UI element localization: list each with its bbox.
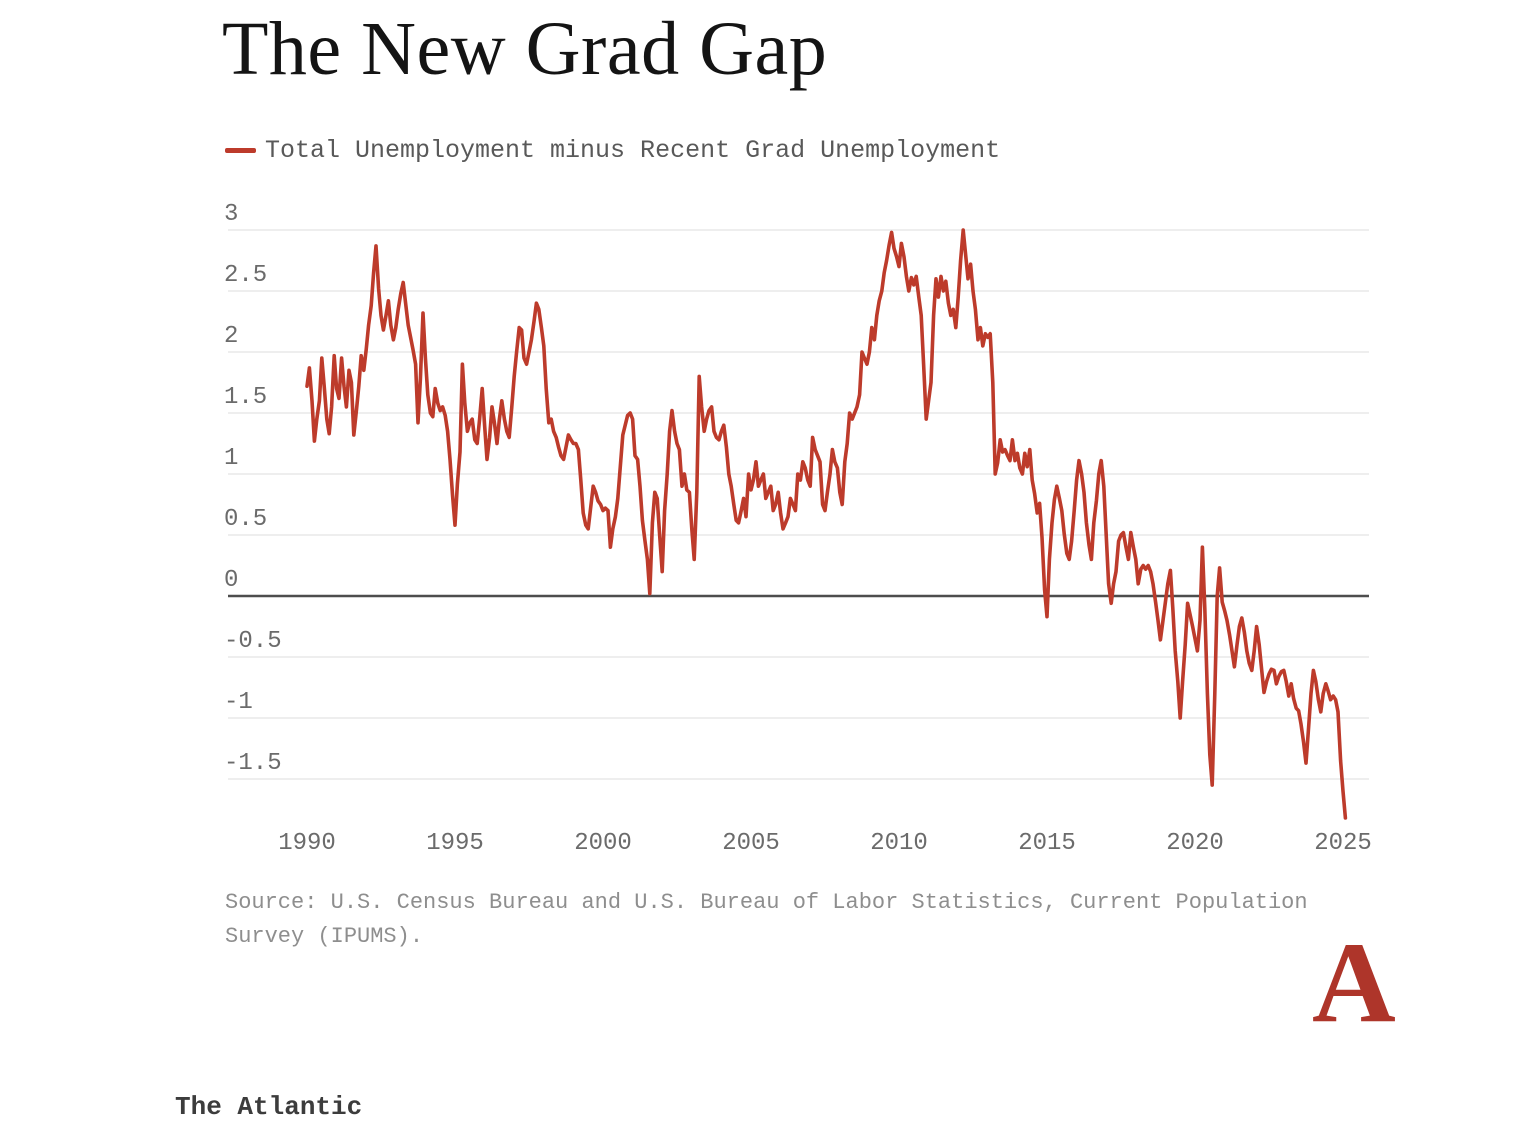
unemployment-gap-line-series: [305, 228, 1348, 820]
x-axis-tick-label: 1990: [278, 830, 336, 857]
atlantic-a-logo: A: [1312, 919, 1396, 1047]
y-axis-tick-label: 3: [224, 201, 238, 228]
y-axis-tick-label: 0.5: [224, 506, 267, 533]
y-axis-tick-label: 2: [224, 323, 238, 350]
y-axis-tick-label: 1: [224, 445, 238, 472]
y-axis-tick-label: 1.5: [224, 384, 267, 411]
y-axis-tick-label: 0: [224, 567, 238, 594]
y-axis-tick-label: -1.5: [224, 750, 282, 777]
y-axis-tick-label: -1: [224, 689, 253, 716]
x-axis-tick-label: 2020: [1166, 830, 1224, 857]
legend-label: Total Unemployment minus Recent Grad Une…: [265, 135, 1001, 165]
source-line-2: Survey (IPUMS).: [225, 924, 424, 949]
legend: Total Unemployment minus Recent Grad Une…: [225, 135, 1001, 165]
legend-line-swatch-icon: [225, 147, 256, 153]
x-axis-tick-label: 2005: [722, 830, 780, 857]
y-axis-tick-label: 2.5: [224, 262, 267, 289]
source-line-1: Source: U.S. Census Bureau and U.S. Bure…: [225, 890, 1308, 915]
x-axis-tick-label: 2025: [1314, 830, 1372, 857]
x-axis-tick-label: 2015: [1018, 830, 1076, 857]
x-axis-tick-label: 2000: [574, 830, 632, 857]
source-note: Source: U.S. Census Bureau and U.S. Bure…: [225, 886, 1308, 954]
y-axis-tick-label: -0.5: [224, 628, 282, 655]
footer-brand: The Atlantic: [175, 1092, 363, 1122]
x-axis-tick-label: 1995: [426, 830, 484, 857]
x-axis-tick-label: 2010: [870, 830, 928, 857]
page-title: The New Grad Gap: [222, 7, 828, 91]
